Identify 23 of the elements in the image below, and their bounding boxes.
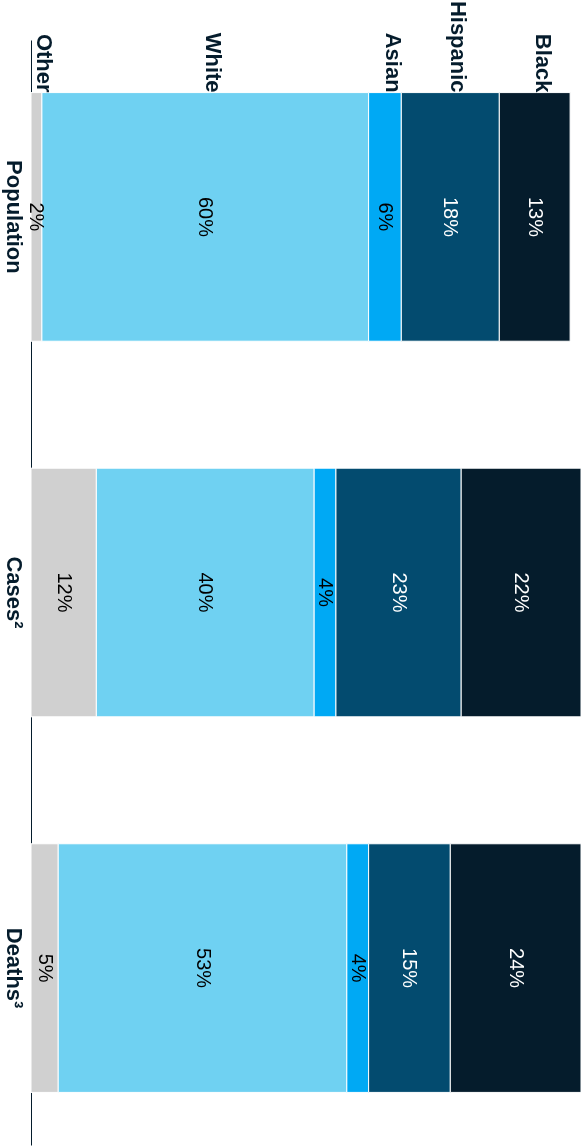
data-label: 40% (195, 572, 218, 613)
data-label: 53% (192, 948, 215, 989)
data-label: 13% (524, 196, 547, 238)
data-label: 5% (34, 953, 57, 983)
text: Asian (380, 32, 406, 93)
data-label: 2% (26, 202, 49, 232)
data-label: 4% (315, 578, 338, 608)
data-label: 15% (399, 948, 422, 989)
y-tick-label: Cases² (1, 556, 27, 629)
text: Hispanic (446, 0, 472, 93)
data-label: 12% (53, 572, 76, 613)
text: Other (32, 33, 58, 94)
y-tick-label: Population (1, 160, 27, 274)
text: White (201, 32, 227, 93)
data-label: 18% (440, 196, 463, 238)
text: Black (530, 33, 556, 94)
data-label: 6% (374, 202, 397, 232)
data-label: 60% (195, 196, 218, 238)
data-label: 22% (511, 572, 534, 613)
y-tick-label: Deaths³ (1, 927, 27, 1009)
data-label: 23% (388, 572, 411, 613)
data-label: 24% (505, 948, 528, 989)
data-label: 4% (347, 953, 370, 983)
